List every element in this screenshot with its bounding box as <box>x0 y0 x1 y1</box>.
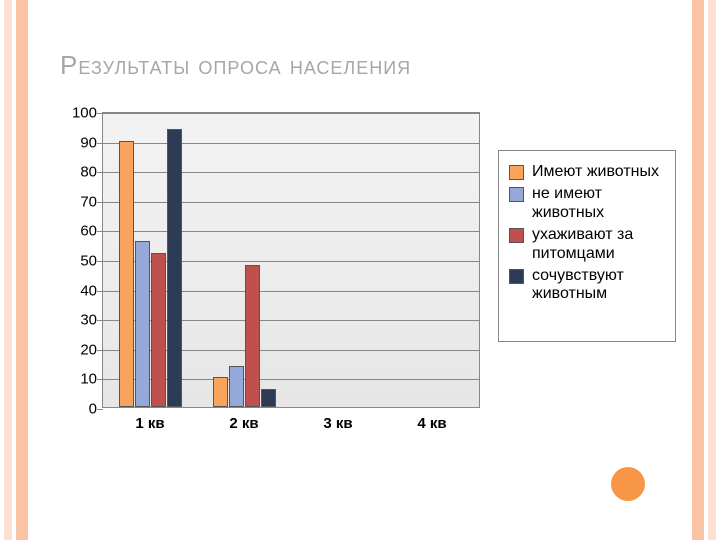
gridline <box>103 143 479 144</box>
survey-bar-chart: 0 10 20 30 40 50 60 70 80 90 100 1 кв 2 кв 3 кв 4 кв <box>56 104 490 440</box>
ytick-label: 80 <box>80 164 97 181</box>
legend-swatch-icon <box>509 187 524 202</box>
bar <box>119 141 134 407</box>
ytick-label: 90 <box>80 134 97 151</box>
ytick-mark <box>97 379 103 380</box>
ytick-label: 30 <box>80 312 97 329</box>
side-band <box>692 0 704 540</box>
ytick-mark <box>97 202 103 203</box>
bar <box>135 241 150 407</box>
gridline <box>103 202 479 203</box>
accent-circle-icon <box>611 467 645 501</box>
legend-swatch-icon <box>509 269 524 284</box>
gridline <box>103 113 479 114</box>
ytick-label: 70 <box>80 193 97 210</box>
plot-area: 01020304050607080901001 кв2 кв3 кв4 кв <box>102 112 480 408</box>
ytick-label: 50 <box>80 253 97 270</box>
ytick-label: 40 <box>80 282 97 299</box>
ytick-mark <box>97 409 103 410</box>
ytick-mark <box>97 291 103 292</box>
legend-swatch-icon <box>509 228 524 243</box>
ytick-mark <box>97 143 103 144</box>
xtick-label: 3 кв <box>323 415 352 432</box>
bar <box>261 389 276 407</box>
side-band <box>708 0 716 540</box>
ytick-mark <box>97 113 103 114</box>
ytick-mark <box>97 350 103 351</box>
xtick-label: 1 кв <box>135 415 164 432</box>
legend: Имеют животных не имеют животных ухаживают… <box>498 150 676 342</box>
ytick-label: 100 <box>72 105 97 122</box>
legend-label: сочувствуют животным <box>532 267 665 304</box>
bar <box>167 129 182 407</box>
legend-label: не имеют животных <box>532 185 665 222</box>
xtick-label: 4 кв <box>417 415 446 432</box>
legend-item: сочувствуют животным <box>509 267 665 304</box>
slide-title: Результаты опроса населения <box>60 50 411 81</box>
legend-label: Имеют животных <box>532 163 659 181</box>
ytick-mark <box>97 231 103 232</box>
gridline <box>103 172 479 173</box>
side-band <box>16 0 28 540</box>
legend-item: ухаживают за питомцами <box>509 226 665 263</box>
legend-swatch-icon <box>509 165 524 180</box>
ytick-mark <box>97 172 103 173</box>
bar <box>229 366 244 407</box>
bar <box>245 265 260 407</box>
legend-label: ухаживают за питомцами <box>532 226 665 263</box>
legend-item: не имеют животных <box>509 185 665 222</box>
legend-item: Имеют животных <box>509 163 665 181</box>
xtick-label: 2 кв <box>229 415 258 432</box>
side-band <box>4 0 12 540</box>
bar <box>151 253 166 407</box>
ytick-label: 10 <box>80 371 97 388</box>
bar <box>213 377 228 407</box>
gridline <box>103 231 479 232</box>
ytick-label: 60 <box>80 223 97 240</box>
ytick-label: 20 <box>80 341 97 358</box>
ytick-label: 0 <box>89 401 97 418</box>
ytick-mark <box>97 261 103 262</box>
ytick-mark <box>97 320 103 321</box>
